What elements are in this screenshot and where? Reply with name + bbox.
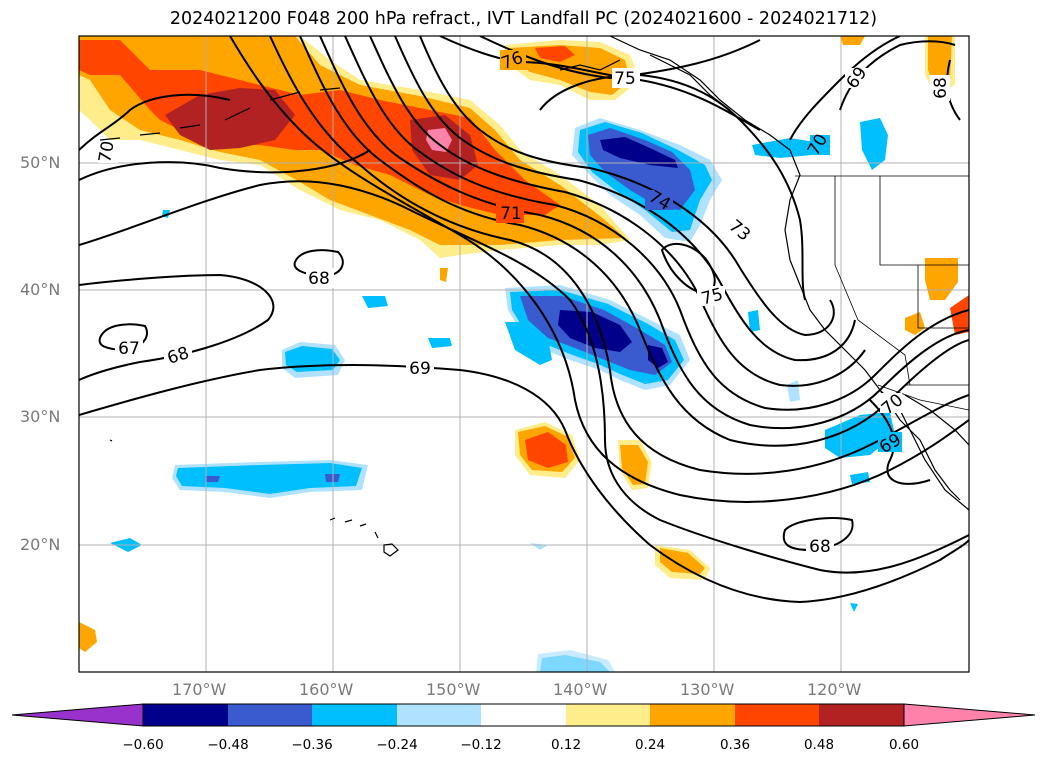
plume-darkred — [165, 88, 295, 150]
tropical-band-blue — [205, 476, 220, 482]
colorbar-tick-label: −0.60 — [122, 737, 164, 753]
mexico-border — [877, 384, 969, 411]
east-orange-2 — [905, 312, 925, 335]
colorbar-tick-label: 0.24 — [634, 737, 666, 753]
colorbar-bin — [650, 704, 735, 726]
west-cyan — [505, 322, 552, 365]
lat-label: 40°N — [20, 280, 61, 299]
tropical-band-cyan — [176, 463, 362, 494]
colorbar-tick-label: 0.60 — [888, 737, 920, 753]
map-title: 2024021200 F048 200 hPa refract., IVT La… — [169, 9, 878, 29]
negative-anomaly-fills — [110, 118, 895, 672]
contour-3 — [344, 36, 969, 411]
baja-peninsula — [879, 389, 961, 501]
colorbar-tick-label: −0.12 — [460, 737, 502, 753]
contour-69-ne — [839, 40, 956, 111]
blob-a-red — [525, 432, 568, 468]
contour-label: 68 — [308, 269, 330, 289]
colorbar — [11, 703, 1036, 727]
contour-8 — [229, 36, 969, 503]
state-borders — [834, 176, 969, 386]
coastlines — [99, 36, 969, 557]
colorbar-tick-label: −0.36 — [291, 737, 333, 753]
map-frame — [78, 35, 970, 673]
contour-4 — [369, 36, 866, 387]
contour-label: 70 — [95, 139, 118, 164]
contour-68-w2 — [79, 273, 275, 381]
colorbar-bin — [566, 704, 650, 726]
small-orange-dot — [440, 268, 448, 282]
map-plot-area: 76 75 69 68 70 70 71 74 73 75 68 67 68 — [79, 36, 969, 672]
contour-7 — [269, 36, 969, 475]
colorbar-bin — [481, 704, 566, 726]
se-cyan — [825, 412, 895, 458]
north-america-coast — [609, 36, 969, 511]
ne-cyan — [860, 118, 888, 170]
sw-orange — [79, 622, 97, 652]
contour-70 — [79, 93, 231, 151]
lon-label: 130°W — [680, 680, 735, 699]
contour-label: 71 — [500, 204, 522, 224]
island-1 — [109, 439, 113, 442]
lon-label: 150°W — [426, 680, 481, 699]
blob-c-orange — [660, 548, 705, 574]
small-cyan-2 — [428, 338, 452, 348]
east-orange-3 — [950, 295, 969, 335]
colorbar-tick-label: −0.48 — [207, 737, 249, 753]
coast-small — [748, 310, 760, 332]
colorbar-min-extend — [11, 703, 144, 727]
lon-label: 160°W — [299, 680, 354, 699]
colorbar-bin — [397, 704, 481, 726]
contour-69-se — [869, 399, 931, 485]
lat-label: 20°N — [20, 535, 61, 554]
contour-76 — [439, 36, 761, 131]
contour-5 — [394, 36, 856, 362]
n-small-orange — [840, 36, 865, 45]
contour-label: 68 — [809, 537, 831, 557]
colorbar-max-extend — [903, 703, 1036, 727]
nepac-navy — [600, 137, 678, 168]
contour-69-inner — [79, 149, 371, 181]
plume-pink — [426, 128, 452, 152]
lat-label: 30°N — [20, 407, 61, 426]
colorbar-bin — [228, 704, 312, 726]
contour-68-se-loop — [782, 517, 854, 552]
contour-70-ne — [789, 36, 901, 141]
blue-patch-160W-c — [285, 346, 340, 372]
colorbar-tick-label: 0.36 — [719, 737, 751, 753]
central-navy — [558, 310, 632, 352]
colorbar-bin — [312, 704, 397, 726]
contour-2 — [319, 36, 969, 430]
colorbar-bin — [819, 704, 904, 726]
bottom-light — [536, 650, 615, 672]
colorbar-bin — [735, 704, 819, 726]
colorbar-tick-label: −0.24 — [376, 737, 418, 753]
colorbar-tick-label: 0.12 — [550, 737, 582, 753]
contour-69-south — [79, 364, 969, 604]
contour-75-loop — [660, 242, 716, 295]
colorbar-tick-label: 0.48 — [803, 737, 835, 753]
hawaii — [329, 517, 399, 557]
gulf-california — [904, 394, 969, 446]
lon-label: 120°W — [807, 680, 862, 699]
contour-north-big — [539, 73, 806, 301]
gulf-red — [535, 46, 575, 62]
contour-68-west — [79, 180, 969, 574]
se-dot — [850, 603, 858, 612]
aleutian-chain — [99, 87, 341, 141]
contour-label: 75 — [614, 69, 636, 89]
contour-label: 68 — [931, 77, 951, 99]
lon-label: 140°W — [553, 680, 608, 699]
contour-label: 69 — [409, 359, 431, 379]
contour-68-loop — [293, 249, 344, 278]
small-cyan-1 — [362, 296, 388, 308]
lon-label: 170°W — [172, 680, 227, 699]
political-borders — [795, 175, 969, 411]
contour-label: 67 — [118, 339, 140, 359]
colorbar-bin — [143, 704, 228, 726]
positive-anomaly-fills — [79, 36, 969, 652]
lat-label: 50°N — [20, 153, 61, 172]
